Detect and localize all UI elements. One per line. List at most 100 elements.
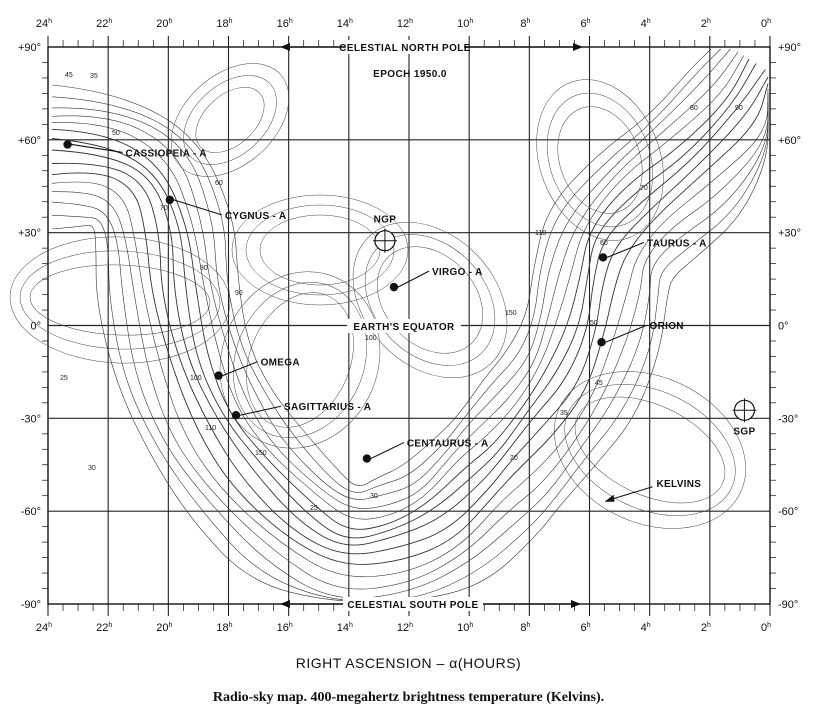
source-leader-line — [397, 270, 430, 288]
contour-loop — [546, 92, 654, 228]
contour-line — [51, 83, 769, 565]
contour-line — [51, 76, 769, 555]
source-dot — [63, 140, 72, 149]
annotation-arrow — [606, 486, 653, 502]
ra-tick-label-top: 22h — [96, 18, 112, 30]
dec-tick-label-right: -60° — [778, 506, 798, 518]
source-label: CENTAURUS - A — [407, 439, 489, 450]
contour-value-label: 110 — [205, 425, 216, 432]
temperature-contours: 35 45 50 60 70 80 90 100 110 150 25 30 20 35 45 50 60 70 8… — [9, 48, 769, 603]
contour-value-label: 60 — [600, 240, 608, 247]
marker-ngp: NGP — [372, 215, 397, 253]
dec-tick-label-right: -90° — [778, 599, 798, 611]
contour-loop — [564, 384, 736, 516]
contour-line — [51, 55, 745, 520]
source-leader-line — [71, 143, 123, 154]
ra-tick-label-bottom: 6h — [580, 622, 590, 634]
contour-value-label: 100 — [190, 375, 202, 382]
south-pole-label: CELESTIAL SOUTH POLE — [347, 600, 478, 611]
source-centaurus-a: CENTAURUS - A — [362, 439, 489, 463]
dec-tick-label-right: +60° — [778, 135, 801, 147]
contour-value-label: 60 — [215, 180, 223, 187]
contour-loop — [364, 234, 496, 366]
contour-value-label: 70 — [160, 205, 168, 212]
contour-value-label: 35 — [90, 73, 98, 80]
contour-line — [51, 112, 769, 603]
ra-tick-label-top: 20h — [156, 18, 172, 30]
ra-tick-label-top: 8h — [520, 18, 530, 30]
source-orion: ORION — [597, 321, 684, 347]
contour-loop — [231, 194, 409, 306]
source-label: OMEGA — [261, 358, 300, 369]
pole-markers: NGP SGP — [372, 215, 757, 437]
dec-tick-label-left: -30° — [21, 413, 41, 425]
source-virgo-a: VIRGO - A — [389, 267, 483, 292]
contour-line — [51, 63, 757, 539]
contour-line — [51, 93, 769, 590]
equator-banner: EARTH'S EQUATOR — [347, 319, 461, 333]
source-label: VIRGO - A — [432, 267, 483, 278]
contour-value-label: 20 — [510, 455, 518, 462]
contour-value-label: 90 — [235, 290, 243, 297]
contour-line — [51, 105, 769, 602]
contour-value-label: 35 — [560, 410, 568, 417]
source-dot — [165, 195, 175, 205]
contour-loop — [195, 87, 265, 153]
contour-line — [51, 58, 750, 530]
contour-line — [51, 48, 721, 493]
contour-loop — [29, 264, 211, 336]
contour-value-label: 100 — [365, 335, 377, 342]
marker-sgp: SGP — [732, 398, 757, 437]
ra-tick-label-bottom: 8h — [520, 622, 530, 634]
coordinate-grid — [48, 47, 770, 604]
contour-loop — [352, 221, 508, 379]
north-pole-banner: CELESTIAL NORTH POLE EPOCH 1950.0 — [280, 40, 583, 80]
contour-value-label: 80 — [690, 105, 698, 112]
dec-tick-label-right: 0° — [778, 321, 789, 333]
contour-value-label: 25 — [60, 375, 68, 382]
contour-loop — [557, 106, 643, 214]
ra-tick-label-top: 4h — [641, 18, 651, 30]
source-cassiopeia-a: CASSIOPEIA - A — [63, 140, 207, 159]
contour-line — [51, 88, 769, 578]
ra-tick-label-bottom: 20h — [156, 622, 172, 634]
marker-label: SGP — [733, 426, 755, 437]
contour-loop — [183, 75, 277, 165]
source-leader-line — [606, 241, 645, 258]
dec-tick-label-right: -30° — [778, 413, 798, 425]
contour-loop — [233, 281, 367, 439]
figure-caption: Radio-sky map. 400-megahertz brightness … — [212, 690, 605, 705]
ra-tick-label-top: 14h — [337, 18, 353, 30]
contour-value-label: 50 — [112, 130, 120, 137]
source-leader-line — [239, 405, 282, 416]
contour-loop — [9, 236, 231, 364]
source-dot — [362, 454, 372, 463]
source-leader-line — [605, 324, 647, 343]
source-dot — [389, 282, 399, 292]
ra-tick-label-bottom: 22h — [96, 622, 112, 634]
ra-tick-label-bottom: 16h — [277, 622, 293, 634]
contour-loop — [574, 396, 726, 504]
source-omega: OMEGA — [214, 358, 300, 380]
south-pole-banner: CELESTIAL SOUTH POLE — [280, 597, 581, 611]
source-label: SAGITTARIUS - A — [284, 402, 371, 413]
contour-loop — [554, 371, 746, 529]
contour-value-label: 90 — [735, 105, 743, 112]
annotation-arrowhead — [604, 494, 615, 502]
ra-tick-label-bottom: 10h — [457, 622, 473, 634]
dec-tick-label-right: +30° — [778, 228, 801, 240]
contour-loop — [245, 204, 395, 296]
dec-tick-label-left: +60° — [18, 135, 41, 147]
contour-loop — [259, 214, 381, 286]
dec-tick-label-left: -90° — [21, 599, 41, 611]
contour-value-label: 80 — [200, 265, 208, 272]
ra-tick-label-bottom: 18h — [216, 622, 232, 634]
ra-tick-label-top: 24h — [36, 18, 52, 30]
contour-loop — [536, 79, 664, 241]
annotation-label: KELVINS — [657, 479, 702, 490]
contour-line — [51, 51, 739, 509]
epoch-label: EPOCH 1950.0 — [373, 69, 447, 80]
ra-tick-label-bottom: 12h — [397, 622, 413, 634]
contour-line — [51, 48, 731, 500]
radio-sky-map: 35 45 50 60 70 80 90 100 110 150 25 30 20 35 45 50 60 70 8… — [9, 18, 801, 634]
